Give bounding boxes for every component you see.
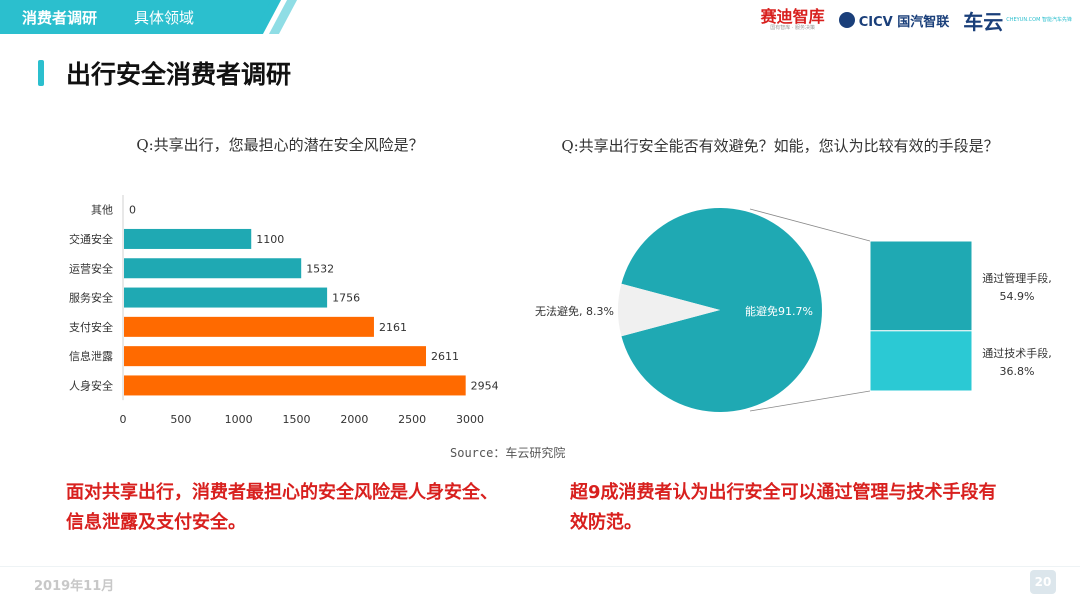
left-chart-question: Q:共享出行，您最担心的潜在安全风险是？ <box>136 136 424 154</box>
connector-line <box>749 208 871 242</box>
header-section[interactable]: 消费者调研 <box>22 9 98 27</box>
cicv-logo-text: CICV 国汽智联 <box>858 14 950 30</box>
logo-group: 赛迪智库 国有智库 · 服务决策 CICV 国汽智联 车云 CHEYUN.COM… <box>761 6 1072 34</box>
avoidability-pie-chart: 能避免91.7% 无法避免, 8.3% 通过管理手段, 54.9% 通过技术手段, 36.… <box>535 207 1052 412</box>
saidi-logo: 赛迪智库 国有智库 · 服务决策 <box>760 7 825 32</box>
breakdown-segment <box>869 240 973 332</box>
cicv-emblem-icon <box>838 12 855 28</box>
breakdown-label: 通过管理手段, <box>982 271 1052 285</box>
pie-slice-unavoidable <box>618 283 720 337</box>
category-label: 运营安全 <box>69 261 113 275</box>
bar <box>124 287 328 308</box>
cheyun-logo-text: 车云 <box>963 9 1004 34</box>
right-conclusion: 超9成消费者认为出行安全可以通过管理与技术手段有效防范。 <box>570 482 997 533</box>
x-tick-label: 1000 <box>225 413 253 426</box>
left-conclusion: 面对共享出行，消费者最担心的安全风险是人身安全、信息泄露及支付安全。 <box>66 482 498 533</box>
cheyun-logo-tagline: CHEYUN.COM 智能汽车先锋 <box>1006 16 1072 23</box>
category-label: 信息泄露 <box>69 349 113 363</box>
data-label: 2611 <box>431 350 459 363</box>
x-tick-label: 3000 <box>456 413 484 426</box>
pie-label-unavoidable: 无法避免, 8.3% <box>535 304 614 318</box>
data-label: 1100 <box>256 233 284 246</box>
right-chart-question: Q:共享出行安全能否有效避免？如能，您认为比较有效的手段是？ <box>561 137 999 155</box>
category-label: 交通安全 <box>69 232 113 246</box>
saidi-logo-text: 赛迪智库 <box>760 7 825 26</box>
data-label: 2161 <box>379 321 407 334</box>
bar <box>124 228 252 249</box>
data-label: 1756 <box>332 292 360 305</box>
connector-line <box>749 390 871 412</box>
category-label: 服务安全 <box>69 291 113 305</box>
data-label: 1532 <box>306 262 334 275</box>
cicv-logo: CICV 国汽智联 <box>838 11 950 30</box>
x-tick-label: 500 <box>170 413 191 426</box>
saidi-logo-tagline: 国有智库 · 服务决策 <box>770 25 816 31</box>
x-tick-label: 1500 <box>283 413 311 426</box>
page-number: 20 <box>1030 570 1056 594</box>
breakdown-label: 通过技术手段, <box>982 346 1052 360</box>
data-label: 0 <box>129 204 136 217</box>
footer-date: 2019年11月 <box>34 579 115 594</box>
category-label: 人身安全 <box>69 378 113 392</box>
footer-divider <box>0 566 1080 567</box>
data-label: 2954 <box>471 379 499 392</box>
breakdown-value: 54.9% <box>1000 290 1035 303</box>
x-tick-label: 0 <box>120 413 127 426</box>
cheyun-logo: 车云 CHEYUN.COM 智能汽车先锋 <box>963 6 1072 35</box>
bar <box>124 346 427 367</box>
bar <box>124 375 466 396</box>
source-note: Source：车云研究院 <box>450 446 566 460</box>
bar <box>124 258 302 279</box>
title-accent <box>38 60 44 86</box>
breakdown-value: 36.8% <box>1000 365 1035 378</box>
pie-slice-avoidable <box>621 207 822 412</box>
x-tick-label: 2000 <box>340 413 368 426</box>
pie-label-avoidable: 能避免91.7% <box>745 304 813 318</box>
page-title: 出行安全消费者调研 <box>66 60 292 89</box>
header-bar: 消费者调研 具体领域 <box>0 0 278 34</box>
category-label: 支付安全 <box>69 320 113 334</box>
bar <box>124 316 374 337</box>
header-subsection[interactable]: 具体领域 <box>134 9 195 27</box>
category-label: 其他 <box>91 204 113 217</box>
risk-bar-chart: 其他 0 交通安全 1100 运营安全 1532 服务安全 1756 支付安全 2161 信息泄露 2… <box>69 195 499 426</box>
x-tick-label: 2500 <box>398 413 426 426</box>
breakdown-segment <box>869 330 973 392</box>
